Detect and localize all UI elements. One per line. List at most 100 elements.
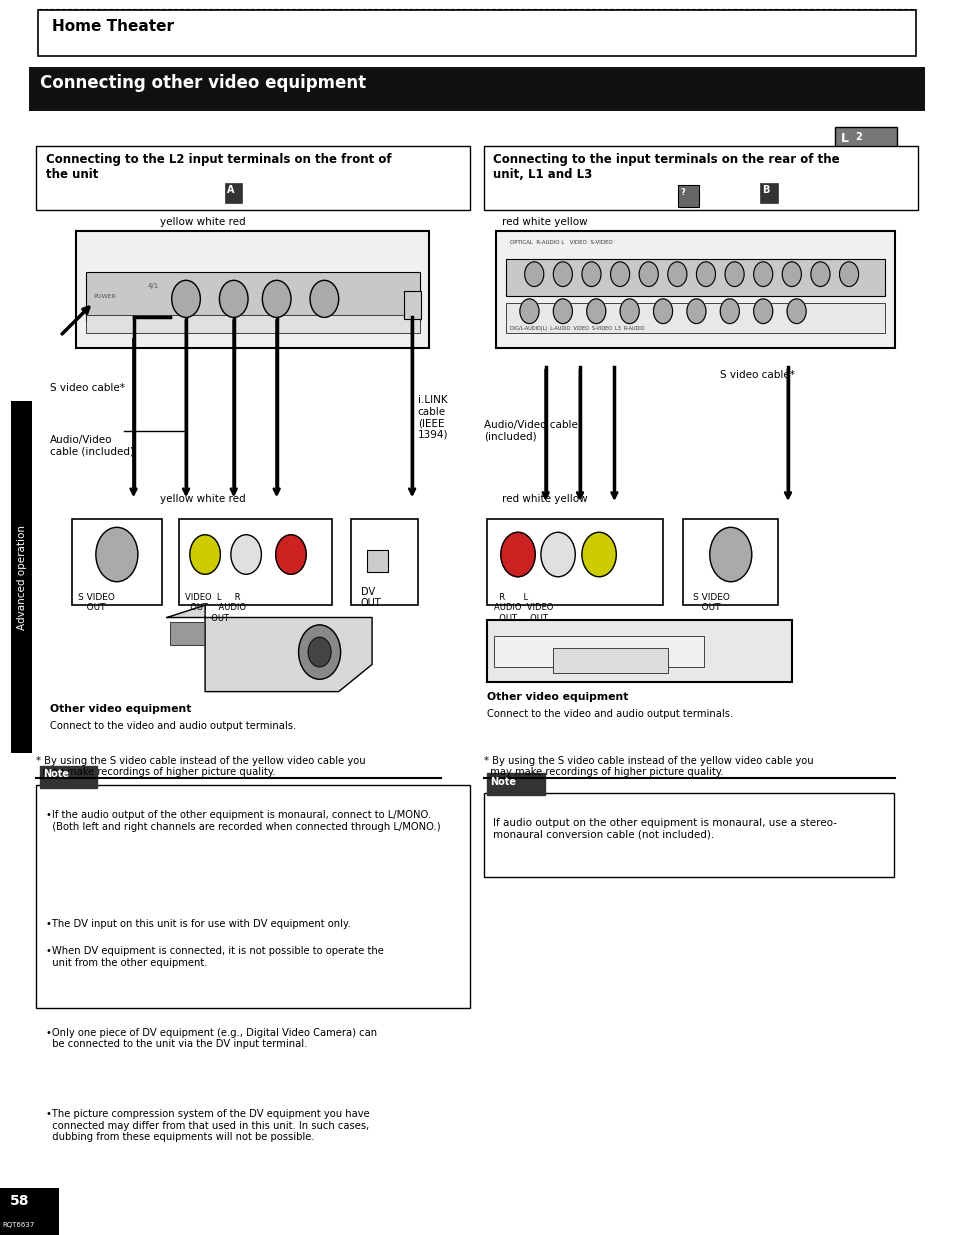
- Text: red white yellow: red white yellow: [501, 494, 587, 504]
- Circle shape: [720, 299, 739, 324]
- Circle shape: [524, 262, 543, 287]
- Text: Note: Note: [490, 777, 516, 787]
- Text: Connect to the video and audio output terminals.: Connect to the video and audio output te…: [486, 709, 732, 719]
- Bar: [40, 766, 97, 788]
- Text: yellow white red: yellow white red: [160, 217, 246, 227]
- Bar: [505, 303, 884, 333]
- Bar: [76, 231, 429, 348]
- Circle shape: [553, 262, 572, 287]
- Bar: [36, 146, 470, 210]
- Circle shape: [810, 262, 829, 287]
- Text: Other video equipment: Other video equipment: [486, 692, 627, 701]
- Bar: [86, 272, 419, 321]
- Text: •The picture compression system of the DV equipment you have
  connected may dif: •The picture compression system of the D…: [46, 1109, 369, 1142]
- Circle shape: [639, 262, 658, 287]
- Text: i.LINK
cable
(IEEE
1394): i.LINK cable (IEEE 1394): [417, 395, 448, 440]
- Circle shape: [586, 299, 605, 324]
- Bar: [760, 183, 777, 203]
- Text: Home Theater: Home Theater: [52, 19, 174, 33]
- Text: •The DV input on this unit is for use with DV equipment only.: •The DV input on this unit is for use wi…: [46, 919, 350, 929]
- Bar: [179, 519, 332, 605]
- Text: S video cable*: S video cable*: [50, 383, 124, 393]
- Bar: [351, 519, 417, 605]
- Text: DIG/L-AUDIO(L)  L-AUDIO  VIDEO  S-VIDEO  L3  R-AUDIO: DIG/L-AUDIO(L) L-AUDIO VIDEO S-VIDEO L3 …: [510, 326, 644, 331]
- Text: R       L
AUDIO  VIDEO
  OUT     OUT: R L AUDIO VIDEO OUT OUT: [494, 593, 553, 622]
- Text: •When DV equipment is connected, it is not possible to operate the
  unit from t: •When DV equipment is connected, it is n…: [46, 946, 383, 967]
- Bar: [834, 127, 896, 164]
- Text: Advanced operation: Advanced operation: [17, 525, 27, 630]
- Circle shape: [190, 535, 220, 574]
- Bar: [225, 183, 242, 203]
- Text: * By using the S video cable instead of the yellow video cable you
  may make re: * By using the S video cable instead of …: [483, 756, 813, 777]
- Bar: [11, 401, 32, 753]
- Circle shape: [308, 637, 331, 667]
- Text: Audio/Video cable
(included): Audio/Video cable (included): [483, 420, 577, 441]
- Circle shape: [753, 299, 772, 324]
- Circle shape: [619, 299, 639, 324]
- Text: Connecting to the L2 input terminals on the front of
the unit: Connecting to the L2 input terminals on …: [46, 153, 391, 182]
- Circle shape: [709, 527, 751, 582]
- Bar: [678, 185, 699, 207]
- Text: Other video equipment: Other video equipment: [50, 704, 191, 714]
- Text: Connect to the video and audio output terminals.: Connect to the video and audio output te…: [50, 721, 295, 731]
- Text: S video cable*: S video cable*: [720, 370, 794, 380]
- Circle shape: [667, 262, 686, 287]
- Text: •Only one piece of DV equipment (e.g., Digital Video Camera) can
  be connected : •Only one piece of DV equipment (e.g., D…: [46, 1028, 376, 1049]
- Text: •If the audio output of the other equipment is monaural, connect to L/MONO.
  (B: •If the audio output of the other equipm…: [46, 810, 440, 831]
- Text: ?: ?: [679, 188, 684, 196]
- Text: POWER: POWER: [93, 294, 116, 299]
- Circle shape: [172, 280, 200, 317]
- Bar: [71, 519, 162, 605]
- Bar: [553, 648, 667, 673]
- Bar: [682, 519, 778, 605]
- Text: red white yellow: red white yellow: [501, 217, 587, 227]
- Circle shape: [275, 535, 306, 574]
- Text: If audio output on the other equipment is monaural, use a stereo-
monaural conve: If audio output on the other equipment i…: [493, 818, 837, 839]
- Circle shape: [519, 299, 538, 324]
- Bar: [486, 519, 662, 605]
- Text: L: L: [840, 132, 847, 146]
- Bar: [38, 10, 915, 56]
- Text: Connecting to the input terminals on the rear of the
unit, L1 and L3: Connecting to the input terminals on the…: [493, 153, 839, 182]
- Circle shape: [839, 262, 858, 287]
- Circle shape: [219, 280, 248, 317]
- Bar: [496, 231, 894, 348]
- Bar: [403, 291, 420, 319]
- Text: Audio/Video
cable (included): Audio/Video cable (included): [50, 435, 133, 456]
- Circle shape: [753, 262, 772, 287]
- Circle shape: [781, 262, 801, 287]
- Text: VIDEO  L     R
  OUT    AUDIO
          OUT: VIDEO L R OUT AUDIO OUT: [185, 593, 246, 622]
- Circle shape: [581, 532, 616, 577]
- Circle shape: [724, 262, 743, 287]
- Polygon shape: [167, 605, 372, 692]
- Text: DV
OUT: DV OUT: [360, 587, 381, 608]
- Text: A: A: [227, 185, 234, 195]
- Circle shape: [581, 262, 600, 287]
- Text: S VIDEO
   OUT: S VIDEO OUT: [78, 593, 115, 613]
- Bar: [505, 259, 884, 296]
- Bar: [483, 793, 893, 877]
- Circle shape: [540, 532, 575, 577]
- Text: B: B: [761, 185, 769, 195]
- Text: Note: Note: [43, 769, 69, 779]
- Circle shape: [95, 527, 137, 582]
- Circle shape: [696, 262, 715, 287]
- Text: 2: 2: [854, 132, 861, 142]
- Circle shape: [610, 262, 629, 287]
- Circle shape: [310, 280, 338, 317]
- Circle shape: [298, 625, 340, 679]
- Circle shape: [553, 299, 572, 324]
- Bar: [483, 146, 917, 210]
- Text: Connecting other video equipment: Connecting other video equipment: [40, 74, 366, 93]
- Text: yellow white red: yellow white red: [160, 494, 246, 504]
- Bar: [487, 773, 544, 795]
- Bar: [494, 636, 703, 667]
- Text: RQT6637: RQT6637: [3, 1221, 35, 1228]
- Bar: [36, 785, 470, 1008]
- Bar: [486, 620, 791, 682]
- Bar: [0, 1188, 59, 1235]
- Circle shape: [686, 299, 705, 324]
- Circle shape: [786, 299, 805, 324]
- Text: S VIDEO
   OUT: S VIDEO OUT: [692, 593, 729, 613]
- Circle shape: [262, 280, 291, 317]
